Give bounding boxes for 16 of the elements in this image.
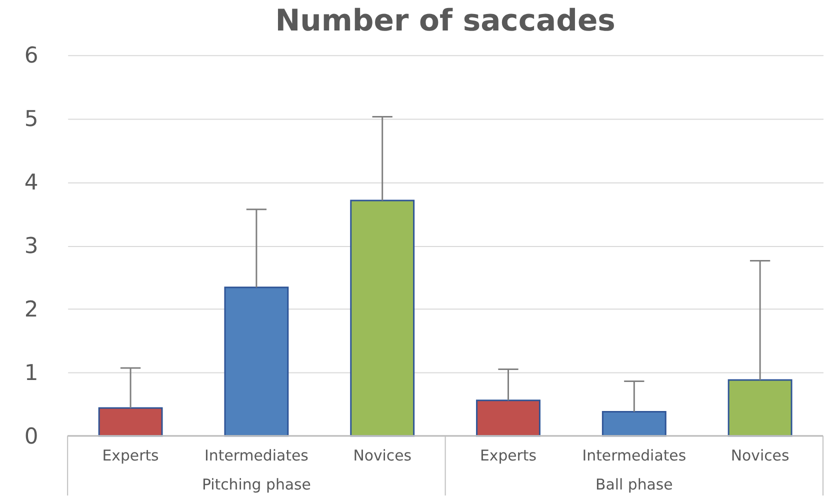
text: Ball phase (596, 476, 673, 494)
y-tick-label: 0 (24, 424, 38, 450)
x-tick-label: Novices (730, 446, 790, 465)
x-tick-label: Experts (102, 446, 160, 465)
y-tick-label: 6 (24, 44, 38, 69)
y-tick-label: 1 (24, 360, 38, 386)
x-tick-label: Intermediates (582, 446, 686, 465)
y-tick-label: 3 (24, 234, 38, 259)
chart-title: Number of saccades (275, 3, 616, 38)
y-tick-label: 2 (24, 297, 38, 322)
y-tick-label: 5 (24, 107, 38, 132)
x-tick-label: Intermediates (204, 446, 309, 465)
y-tick-label: 4 (24, 170, 38, 196)
text: Pitching phase (202, 476, 311, 494)
x-tick-label: Novices (353, 446, 412, 465)
x-tick-label: Experts (480, 446, 537, 465)
